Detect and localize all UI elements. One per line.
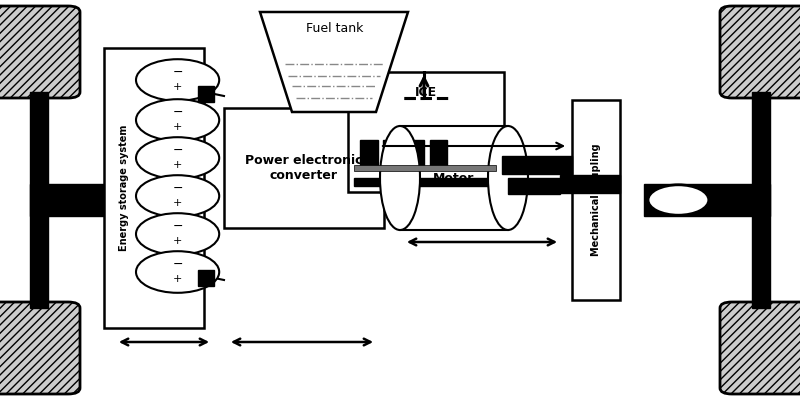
Text: −: − [172,144,183,157]
Bar [572,100,620,300]
Bar [30,184,154,216]
Bar [384,193,402,198]
Bar [198,270,214,286]
Bar [198,86,214,102]
Text: Mechanical coupling: Mechanical coupling [591,144,601,256]
Bar [560,175,620,193]
Bar [224,108,384,228]
Bar [508,178,560,194]
Text: +: + [173,274,182,284]
Circle shape [648,185,709,215]
Circle shape [136,251,219,293]
Bar [354,165,496,171]
Text: +: + [173,236,182,246]
Text: −: − [172,182,183,195]
Polygon shape [260,12,408,112]
Text: Motor: Motor [434,172,474,184]
Text: +: + [173,198,182,208]
Text: +: + [173,160,182,170]
Bar [400,126,508,230]
Circle shape [136,59,219,101]
Bar [644,184,770,216]
Text: −: − [172,106,183,119]
Text: −: − [172,258,183,271]
Text: ICE: ICE [415,86,437,98]
Bar [406,140,424,166]
FancyBboxPatch shape [720,302,800,394]
Bar [354,178,496,186]
Bar [348,72,504,192]
Bar [383,140,401,166]
Text: −: − [172,220,183,233]
Bar [430,140,447,166]
Bar [104,48,204,328]
Bar [752,92,770,308]
Bar [384,169,402,174]
Bar [30,92,48,308]
FancyBboxPatch shape [720,6,800,98]
Text: +: + [173,82,182,92]
Bar [384,181,402,186]
Text: Fuel tank: Fuel tank [306,22,363,34]
Circle shape [136,213,219,255]
Bar [360,140,378,166]
Circle shape [136,137,219,179]
Circle shape [136,175,219,217]
Text: Energy storage system: Energy storage system [119,125,129,251]
FancyBboxPatch shape [0,6,80,98]
Text: Power electronic
converter: Power electronic converter [246,154,362,182]
FancyBboxPatch shape [0,302,80,394]
Ellipse shape [380,126,420,230]
Text: +: + [173,122,182,132]
Bar [502,156,572,174]
Ellipse shape [488,126,528,230]
Circle shape [136,99,219,141]
Text: −: − [172,66,183,79]
